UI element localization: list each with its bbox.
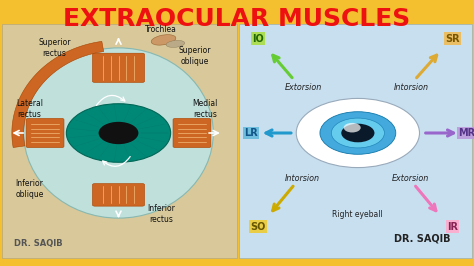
- Text: Extorsion: Extorsion: [284, 83, 322, 92]
- Text: Lateral
rectus: Lateral rectus: [16, 99, 43, 119]
- FancyBboxPatch shape: [26, 118, 64, 148]
- Text: Trochlea: Trochlea: [145, 25, 177, 34]
- Circle shape: [66, 104, 171, 162]
- FancyBboxPatch shape: [173, 118, 211, 148]
- Text: IO: IO: [253, 34, 264, 44]
- Text: Inferior
rectus: Inferior rectus: [147, 205, 175, 224]
- Text: SR: SR: [446, 34, 460, 44]
- Text: MR: MR: [458, 128, 474, 138]
- Ellipse shape: [151, 35, 176, 45]
- Text: SO: SO: [251, 222, 266, 232]
- Text: Superior
oblique: Superior oblique: [178, 46, 210, 65]
- Text: Extorsion: Extorsion: [392, 174, 429, 183]
- Circle shape: [344, 123, 361, 132]
- Circle shape: [320, 112, 396, 154]
- Circle shape: [341, 124, 374, 142]
- Text: Medial
rectus: Medial rectus: [192, 99, 218, 119]
- Text: LR: LR: [244, 128, 258, 138]
- Text: Superior
rectus: Superior rectus: [38, 38, 71, 57]
- Text: Intorsion: Intorsion: [284, 174, 319, 183]
- Ellipse shape: [166, 40, 185, 47]
- Text: DR. SAQIB: DR. SAQIB: [393, 233, 450, 243]
- FancyBboxPatch shape: [92, 184, 145, 206]
- Text: DR. SAQIB: DR. SAQIB: [14, 239, 62, 248]
- Text: Right eyeball: Right eyeball: [332, 210, 383, 219]
- FancyBboxPatch shape: [2, 24, 237, 258]
- Circle shape: [296, 98, 419, 168]
- Circle shape: [331, 118, 384, 148]
- Circle shape: [99, 122, 138, 144]
- Text: Intorsion: Intorsion: [394, 83, 429, 92]
- FancyBboxPatch shape: [239, 24, 472, 258]
- Ellipse shape: [24, 48, 213, 218]
- Text: IR: IR: [447, 222, 458, 232]
- Text: Inferior
oblique: Inferior oblique: [15, 179, 44, 198]
- Polygon shape: [12, 41, 104, 148]
- FancyBboxPatch shape: [92, 53, 145, 82]
- Text: EXTRAOCULAR MUSCLES: EXTRAOCULAR MUSCLES: [64, 7, 410, 31]
